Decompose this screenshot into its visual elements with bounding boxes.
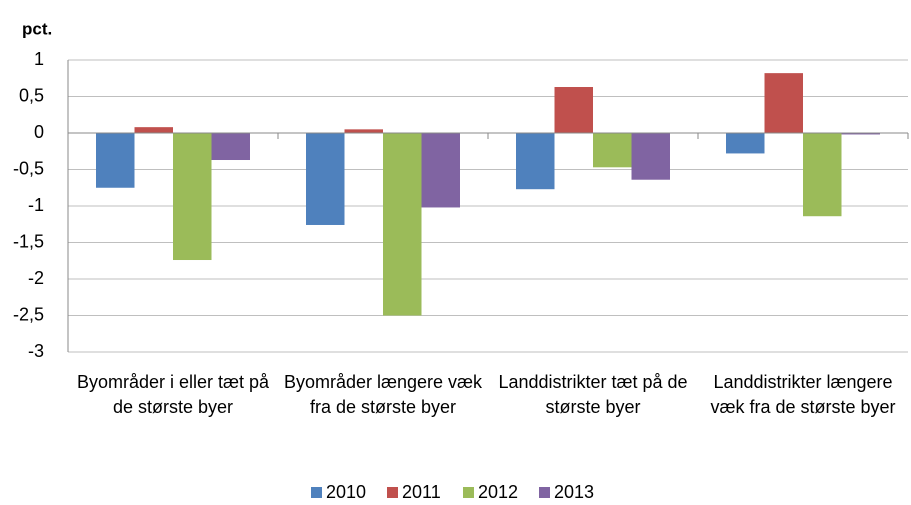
y-tick-label: -0,5 (13, 158, 44, 178)
y-tick-label: -2 (28, 268, 44, 288)
bar (421, 133, 460, 208)
y-tick-label: 1 (34, 49, 44, 69)
x-tick-label: Landdistrikter længere væk fra de størst… (710, 372, 896, 417)
bar (726, 133, 765, 154)
bar (631, 133, 670, 180)
bar (96, 133, 135, 188)
y-tick-label: -2,5 (13, 304, 44, 324)
bar (383, 133, 422, 316)
bar (764, 73, 803, 133)
bar (134, 127, 173, 133)
legend-swatch (463, 487, 474, 498)
x-tick-label: Byområder i eller tæt på de største byer (76, 372, 270, 417)
y-tick-label: 0 (34, 122, 44, 142)
y-tick-label: -1 (28, 195, 44, 215)
legend-label: 2010 (326, 482, 366, 502)
bar (306, 133, 345, 225)
bar (554, 87, 593, 133)
legend-label: 2013 (554, 482, 594, 502)
y-tick-label: -3 (28, 341, 44, 361)
bar (211, 133, 250, 161)
x-tick-label: Byområder længere væk fra de største bye… (283, 372, 483, 417)
bar (516, 133, 555, 190)
y-tick-label: 0,5 (19, 85, 44, 105)
bar (803, 133, 842, 217)
legend-swatch (387, 487, 398, 498)
legend-label: 2012 (478, 482, 518, 502)
bar (173, 133, 212, 261)
legend-swatch (539, 487, 550, 498)
y-axis-label: pct. (22, 19, 52, 38)
legend-label: 2011 (402, 482, 441, 502)
legend-swatch (311, 487, 322, 498)
y-tick-label: -1,5 (13, 231, 44, 251)
bar (344, 129, 383, 133)
x-tick-label: Landdistrikter tæt på de største byer (498, 372, 688, 417)
bar (593, 133, 632, 168)
bar (841, 133, 880, 135)
